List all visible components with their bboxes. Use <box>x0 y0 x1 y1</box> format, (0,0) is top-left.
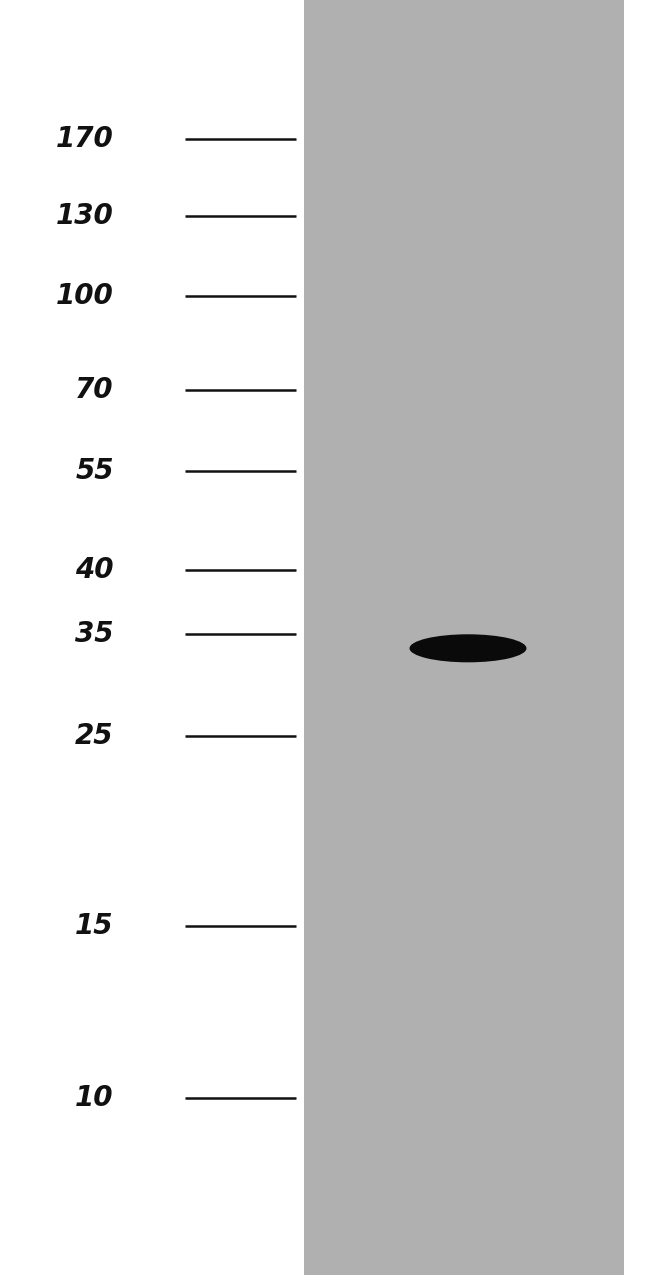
Text: 130: 130 <box>56 203 114 231</box>
Text: 25: 25 <box>75 723 114 751</box>
Bar <box>304 0 624 1275</box>
Text: 170: 170 <box>56 125 114 153</box>
Text: 35: 35 <box>75 620 114 648</box>
Text: 15: 15 <box>75 912 114 940</box>
Ellipse shape <box>410 634 526 662</box>
Text: 55: 55 <box>75 456 114 484</box>
Text: 40: 40 <box>75 556 114 584</box>
Text: 70: 70 <box>75 376 114 404</box>
Text: 10: 10 <box>75 1084 114 1112</box>
Text: 100: 100 <box>56 282 114 310</box>
